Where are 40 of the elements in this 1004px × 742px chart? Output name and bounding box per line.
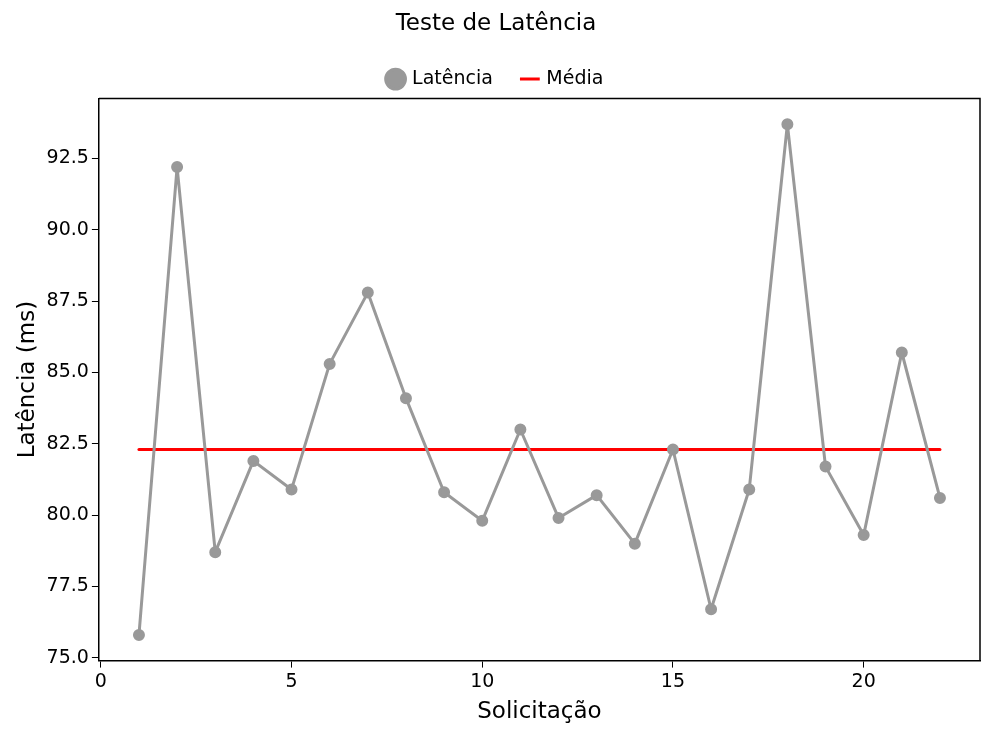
chart-title: Teste de Latência <box>394 8 597 35</box>
x-tick-label: 5 <box>285 668 298 691</box>
y-axis-title: Latência (ms) <box>12 300 39 459</box>
point <box>819 460 832 473</box>
point <box>132 628 145 641</box>
x-axis-title: Solicitação <box>477 697 602 724</box>
point <box>743 483 756 496</box>
y-tick-label: 87.5 <box>46 288 89 311</box>
point <box>323 357 336 370</box>
point <box>552 511 565 524</box>
x-tick-label: 15 <box>660 668 686 691</box>
x-tick-label: 0 <box>94 668 107 691</box>
point <box>895 346 908 359</box>
x-tick-label: 20 <box>851 668 876 691</box>
point <box>361 286 374 299</box>
point <box>666 443 679 456</box>
legend-label: Latência <box>412 66 493 89</box>
point <box>285 483 298 496</box>
point <box>247 454 260 467</box>
point <box>209 546 222 559</box>
y-tick-label: 85.0 <box>46 359 89 382</box>
x-tick-label: 10 <box>470 668 495 691</box>
point <box>705 603 718 616</box>
point <box>514 423 527 436</box>
point <box>628 537 641 550</box>
point <box>781 118 794 131</box>
point <box>933 491 946 504</box>
point <box>476 514 489 527</box>
y-tick-label: 92.5 <box>46 145 89 168</box>
point <box>438 486 451 499</box>
y-tick-label: 75.0 <box>46 644 89 667</box>
point <box>590 489 603 502</box>
y-tick-label: 80.0 <box>46 502 89 525</box>
point <box>399 392 412 405</box>
point <box>857 529 870 542</box>
legend-label: Média <box>546 66 604 89</box>
y-tick-label: 82.5 <box>46 430 89 453</box>
y-tick-label: 90.0 <box>46 216 89 239</box>
point <box>171 161 184 174</box>
y-tick-label: 77.5 <box>46 573 89 596</box>
